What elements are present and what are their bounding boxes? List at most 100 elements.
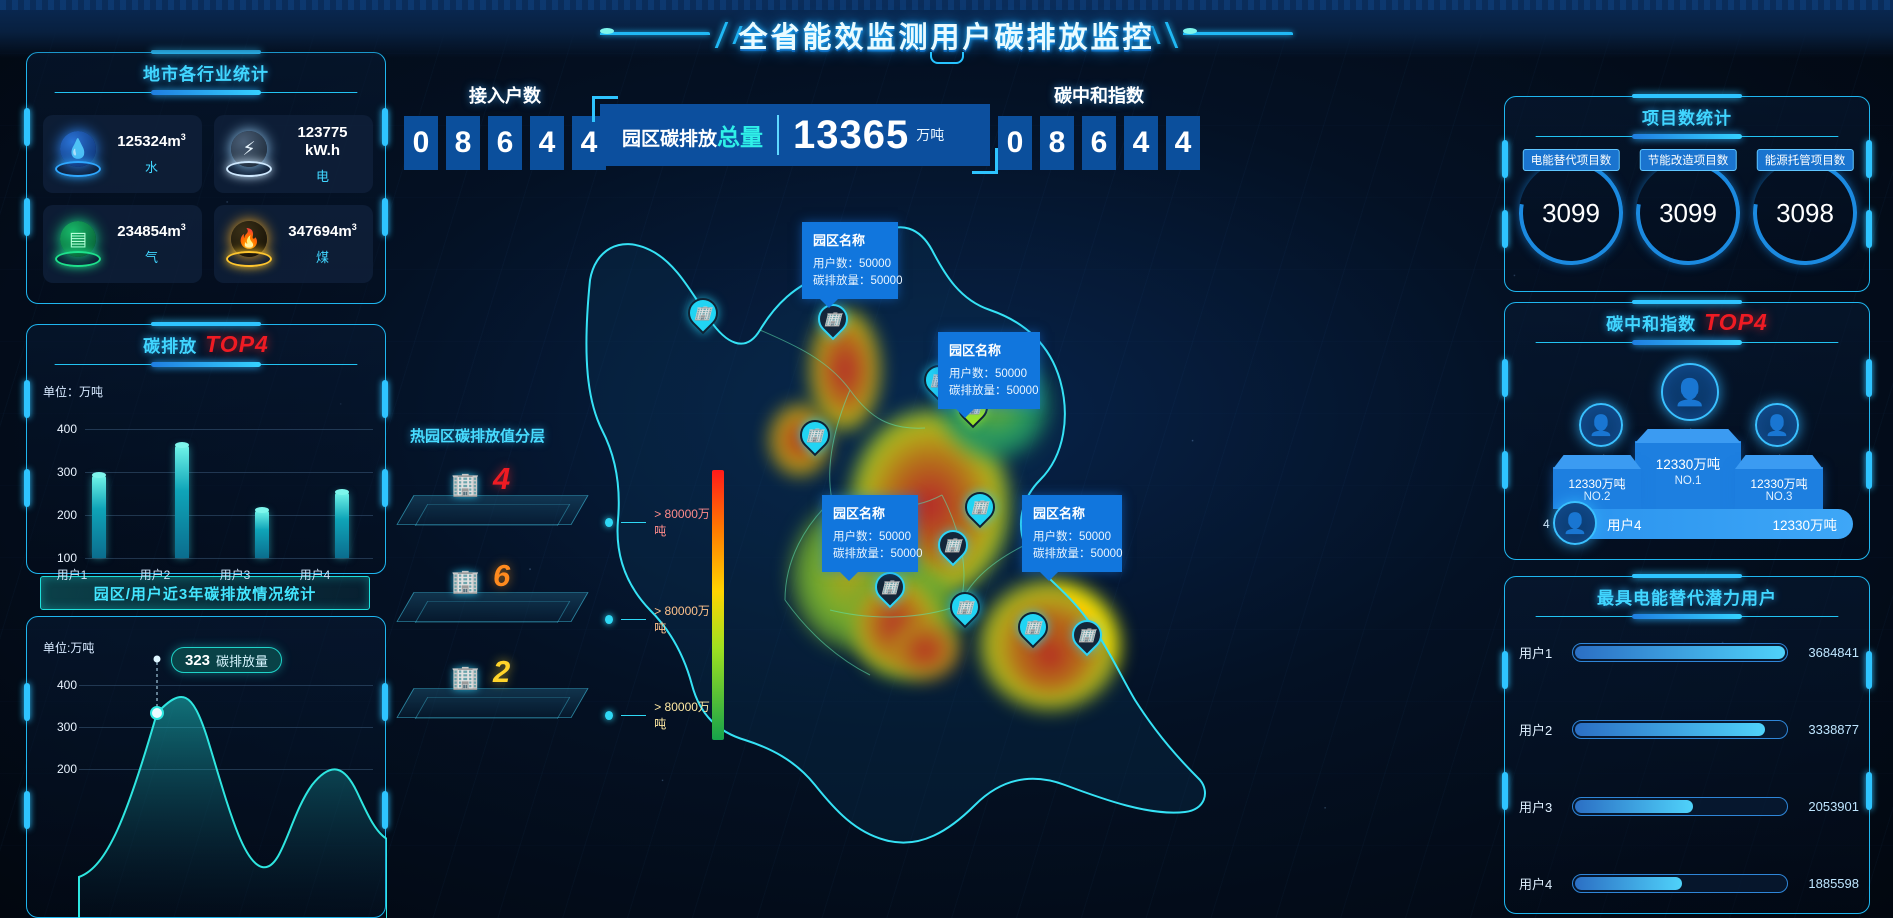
layer-item[interactable]: 🏢 4 [396,461,589,537]
gas-value: 234854m [117,223,181,240]
map-tooltip[interactable]: 园区名称 用户数：50000 碳排放量：50000 [1022,495,1122,581]
building-icon: 🏢 [451,471,480,497]
digit: 8 [446,116,480,170]
app-header: 全省能效监测用户碳排放监控 [0,0,1893,64]
podium-name-4: 用户4 [1607,518,1642,533]
carbon-top4-chart: 单位：万吨 400 300 200 100 [27,325,385,573]
tooltip-label: 碳排放量 [216,653,269,669]
map-marker-building[interactable]: 🏢 [958,485,1002,532]
building-icon: 🏢 [451,664,480,690]
donut-label: 能源托管项目数 [1756,149,1854,171]
industry-card-coal[interactable]: 🔥 347694m3 煤 [214,205,373,283]
project-stats-title: 项目数统计 [1522,94,1852,139]
podium-rank-1: NO.1 [1674,475,1702,487]
layer-legend-row: > 80000万吨 [605,602,715,636]
avatar-rank3[interactable]: 👤 [1579,403,1623,447]
bar-user4[interactable] [335,489,349,558]
potential-row[interactable]: 用户2 3338877 [1519,719,1859,739]
donut-electric-replacement[interactable]: 电能替代项目数 3099 [1498,140,1644,286]
progress-track [1572,642,1788,662]
layer-item[interactable]: 🏢 2 [396,654,589,730]
area-ytick-400: 400 [56,678,77,692]
tooltip-value: 323 [185,651,211,669]
neutral-index-digits: 0 8 6 4 4 [998,116,1200,170]
podium-bar-2[interactable]: 12330万吨 NO.3 [1735,455,1823,509]
map-marker-building[interactable]: 🏢 [1065,613,1109,660]
map-marker-building[interactable]: 🏢 [793,413,837,460]
layer-legend-row: > 80000万吨 [605,698,715,732]
heat-layers-legend: 🏢 4 > 80000万吨 🏢 6 > 80000万吨 🏢 2 > 80000万… [396,420,715,750]
podium-rank-2: NO.3 [1765,491,1793,503]
avatar-rank4[interactable]: 👤 [1553,501,1597,545]
podium-value-1: 12330万吨 [1655,457,1721,472]
area-chart-tooltip: 323 碳排放量 [171,647,283,673]
donut-energy-hosting[interactable]: 能源托管项目数 3098 [1732,140,1878,286]
map-tooltip[interactable]: 园区名称 用户数：50000 碳排放量：50000 [938,332,1040,418]
podium-bar-1[interactable]: 12330万吨 NO.1 [1635,429,1741,509]
coal-label: 煤 [315,250,329,265]
map-marker-building[interactable]: 🏢 [931,523,975,570]
digit: 4 [530,116,564,170]
industry-stats-panel: 地市各行业统计 💧 125324m3 水 ⚡ 123775 kW.h 电 ▤ 2… [24,50,388,304]
digit: 4 [1124,116,1158,170]
donut-label: 节能改造项目数 [1639,149,1737,171]
potential-row[interactable]: 用户4 1885598 [1519,873,1859,893]
map-marker-building[interactable]: 🏢 [1011,605,1055,652]
layer-item[interactable]: 🏢 6 [396,558,589,634]
bar-user3[interactable] [255,507,269,558]
three-year-area-panel: 单位:万吨 400 300 200 323 碳排放量 [24,616,388,918]
total-emission-box: 园区碳排放总量 13365 万吨 [592,96,998,174]
map-marker-building[interactable]: 🏢 [868,565,912,612]
page-title: 全省能效监测用户碳排放监控 [738,22,1155,54]
gas-icon: ▤ [53,219,103,269]
total-emission-unit: 万吨 [916,127,945,143]
map-marker-building[interactable]: 🏢 [943,585,987,632]
avatar-rank2[interactable]: 👤 [1755,403,1799,447]
podium-value-2: 12330万吨 [1750,477,1808,491]
header-notch-icon [929,52,964,64]
industry-card-gas[interactable]: ▤ 234854m3 气 [43,205,202,283]
neutral-index-title: 碳中和指数 [1054,86,1144,106]
progress-track [1572,719,1788,739]
bar-user1[interactable] [92,472,106,558]
donut-energy-saving[interactable]: 节能改造项目数 3099 [1615,140,1761,286]
access-count-title: 接入户数 [469,86,541,106]
potential-users-panel: 最具电能替代潜力用户 用户1 3684841 用户2 3338877 用户3 2… [1502,574,1872,914]
avatar-rank1[interactable]: 👤 [1661,363,1719,421]
electricity-value: 123775 kW.h [297,123,348,159]
potential-row[interactable]: 用户1 3684841 [1519,642,1859,662]
area-ytick-300: 300 [56,720,77,734]
bar-user2[interactable] [175,442,189,558]
top4-badge: TOP4 [1704,308,1768,335]
podium-bar-3[interactable]: 12330万吨 NO.2 [1553,455,1641,509]
digit: 6 [488,116,522,170]
potential-row[interactable]: 用户3 2053901 [1519,796,1859,816]
electricity-label: 电 [315,168,329,184]
map-tooltip[interactable]: 园区名称 用户数：50000 碳排放量：50000 [822,495,922,581]
heat-colorbar [712,470,724,740]
map-tooltip[interactable]: 园区名称 用户数：50000 碳排放量：50000 [802,222,902,308]
gas-label: 气 [144,250,158,265]
progress-track [1572,796,1788,816]
potential-users-title: 最具电能替代潜力用户 [1522,574,1852,619]
section-bar-3year-stats[interactable]: 园区/用户近3年碳排放情况统计 [40,576,370,610]
podium-value-4: 12330万吨 [1772,518,1837,533]
donut-value: 3099 [1659,197,1717,228]
bar-chart-unit: 单位：万吨 [43,385,104,399]
podium-row-4[interactable]: 用户4 12330万吨 [1561,509,1853,539]
layer-count: 2 [493,654,511,689]
industry-card-water[interactable]: 💧 125324m3 水 [43,115,202,193]
industry-card-electricity[interactable]: ⚡ 123775 kW.h 电 [214,115,373,193]
lightning-icon: ⚡ [224,129,274,179]
xlab-user1: 用户1 [56,568,88,582]
building-icon: 🏢 [451,568,480,594]
area-ytick-200: 200 [56,762,77,776]
map-marker-building[interactable]: 🏢 [681,291,725,338]
layers-title: 热园区碳排放值分层 [410,428,546,445]
map-marker-building[interactable]: 🏢 [811,297,855,344]
donut-value: 3099 [1542,197,1600,228]
xlab-user2: 用户2 [139,568,171,582]
donut-label: 电能替代项目数 [1522,149,1620,171]
access-count-block: 接入户数 0 8 6 4 4 [404,82,606,170]
area-chart-svg [78,655,387,918]
